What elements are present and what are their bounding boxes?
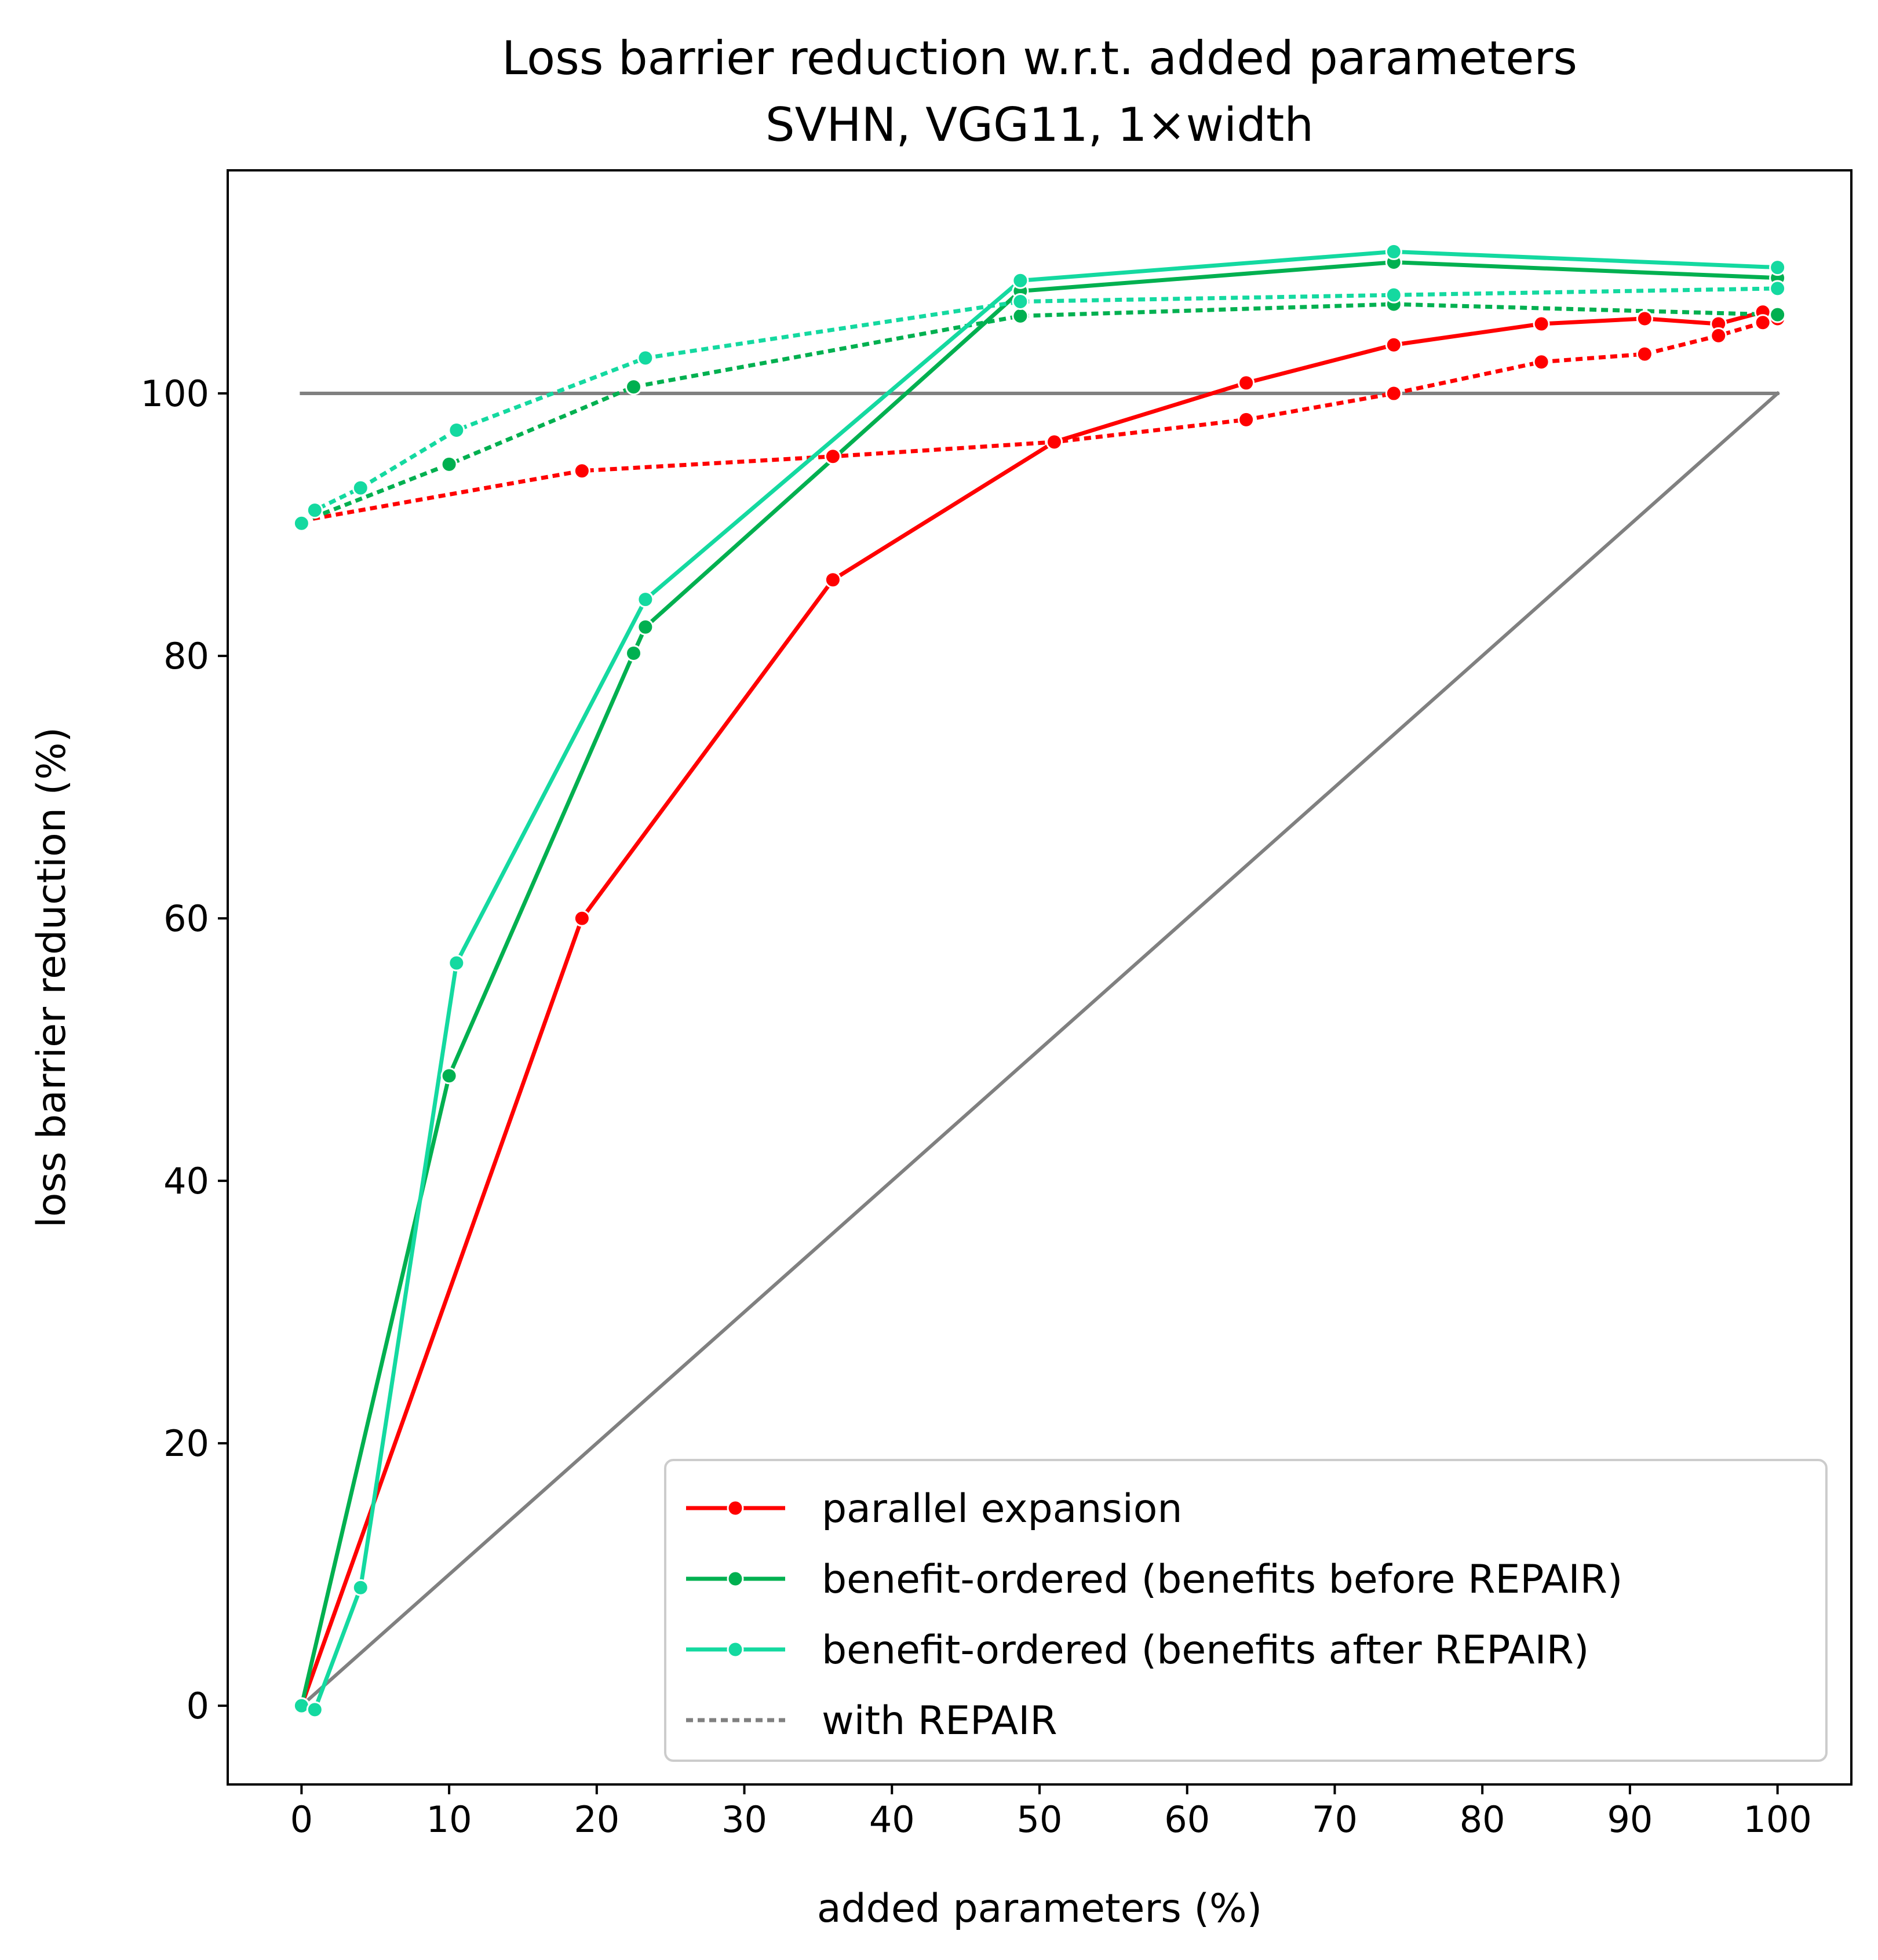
- legend: parallel expansion benefit-ordered (benef…: [664, 1459, 1828, 1762]
- data-point-before-repair: [625, 378, 642, 396]
- legend-label: with REPAIR: [822, 1698, 1057, 1744]
- data-point-after: [306, 1701, 323, 1718]
- data-point-parallel: [1533, 315, 1550, 333]
- data-point-after-repair: [1385, 286, 1402, 304]
- legend-label: benefit-ordered (benefits before REPAIR): [822, 1557, 1622, 1603]
- y-tick-label: 40: [163, 1160, 209, 1202]
- data-point-parallel-repair: [1238, 411, 1255, 428]
- x-tick-label: 40: [869, 1798, 915, 1841]
- x-tick-label: 0: [290, 1798, 313, 1841]
- data-point-after: [448, 954, 465, 972]
- x-tick-label: 60: [1164, 1798, 1210, 1841]
- reference-line-2: [299, 390, 1780, 1709]
- y-tick-label: 60: [163, 897, 209, 940]
- data-point-before-repair: [1012, 307, 1029, 324]
- data-point-parallel-repair: [573, 462, 590, 480]
- data-point-after-repair: [293, 514, 310, 532]
- data-point-parallel-repair: [1636, 345, 1653, 363]
- data-point-parallel-repair: [1045, 433, 1063, 451]
- x-tick-label: 20: [574, 1798, 619, 1841]
- data-point-after: [637, 591, 654, 608]
- series-line-after-repair: [300, 286, 1778, 525]
- x-tick-label: 70: [1312, 1798, 1358, 1841]
- y-axis-label: loss barrier reduction (%): [29, 727, 75, 1228]
- data-point-after: [1385, 243, 1402, 260]
- chart-subtitle: SVHN, VGG11, 1×width: [765, 98, 1314, 152]
- data-point-parallel: [824, 571, 841, 589]
- x-axis-label: added parameters (%): [817, 1886, 1262, 1932]
- legend-entries: parallel expansion benefit-ordered (benef…: [686, 1486, 1622, 1744]
- legend-swatch-marker: [727, 1570, 744, 1587]
- x-tick-label: 90: [1607, 1798, 1653, 1841]
- data-point-parallel: [1238, 374, 1255, 392]
- data-point-after: [1012, 272, 1029, 289]
- legend-box: [664, 1459, 1828, 1762]
- data-point-before-repair: [1769, 306, 1786, 323]
- x-tick-label: 10: [426, 1798, 472, 1841]
- data-point-after-repair: [637, 349, 654, 367]
- data-point-after-repair: [306, 502, 323, 519]
- legend-swatch-marker: [727, 1641, 744, 1658]
- data-point-after-repair: [1769, 280, 1786, 297]
- x-tick-label: 100: [1743, 1798, 1811, 1841]
- series-markers: [293, 243, 1786, 1718]
- data-point-after-repair: [352, 479, 369, 497]
- data-point-before: [440, 1067, 458, 1085]
- data-point-parallel-repair: [1754, 314, 1771, 331]
- data-point-parallel-repair: [1385, 385, 1402, 402]
- data-point-parallel-repair: [824, 448, 841, 465]
- x-tick-label: 30: [721, 1798, 767, 1841]
- legend-label: benefit-ordered (benefits after REPAIR): [822, 1627, 1589, 1673]
- data-point-before: [625, 645, 642, 662]
- x-tick-label: 50: [1017, 1798, 1063, 1841]
- y-tick-label: 0: [187, 1685, 209, 1727]
- data-point-before: [637, 618, 654, 636]
- data-point-parallel-repair: [1533, 353, 1550, 371]
- data-point-after: [352, 1579, 369, 1596]
- x-tick-label: 80: [1460, 1798, 1505, 1841]
- legend-swatch-marker: [727, 1499, 744, 1517]
- y-tick-label: 100: [141, 373, 209, 415]
- data-point-after-repair: [1012, 293, 1029, 311]
- y-axis-ticks: 0 20 40 60 80 100: [141, 373, 228, 1727]
- data-point-before-repair: [440, 455, 458, 473]
- data-point-parallel-repair: [1710, 327, 1727, 344]
- data-point-after-repair: [448, 421, 465, 439]
- chart-title: Loss barrier reduction w.r.t. added para…: [502, 31, 1577, 85]
- series-line-before-repair: [301, 302, 1778, 524]
- legend-label: parallel expansion: [822, 1486, 1182, 1532]
- y-tick-label: 80: [163, 635, 209, 677]
- data-point-parallel: [1385, 336, 1402, 353]
- x-axis-ticks: 0 10 20 30 40 50 60 70 80 90 100: [290, 1784, 1812, 1841]
- data-point-parallel: [1636, 310, 1653, 327]
- y-tick-label: 20: [163, 1422, 209, 1465]
- series-line-after: [301, 249, 1778, 1712]
- data-point-after: [1769, 259, 1786, 276]
- data-point-parallel: [573, 910, 590, 927]
